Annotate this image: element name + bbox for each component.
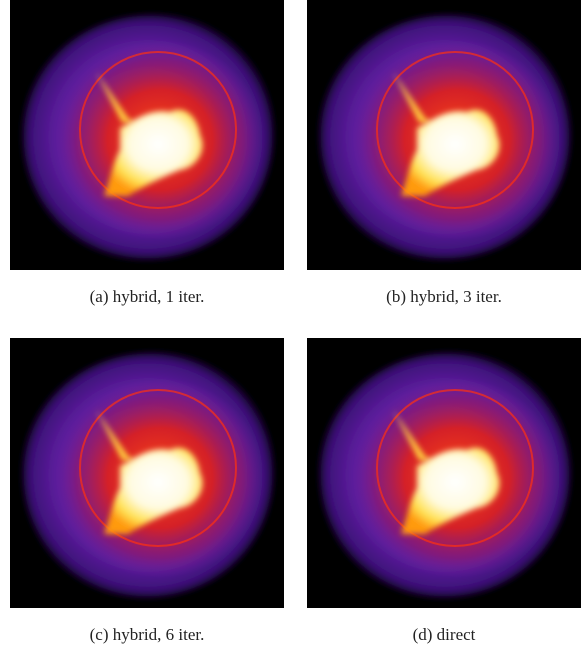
figure: (a) hybrid, 1 iter. (b) hybrid, 3 iter. (c… (0, 0, 587, 653)
reconstruction-image (307, 338, 581, 608)
panel: (c) hybrid, 6 iter. (10, 338, 284, 645)
caption: (d) direct (307, 625, 581, 645)
caption: (b) hybrid, 3 iter. (307, 287, 581, 307)
reconstruction-image (307, 0, 581, 270)
caption: (c) hybrid, 6 iter. (10, 625, 284, 645)
panel: (d) direct (307, 338, 581, 645)
caption: (a) hybrid, 1 iter. (10, 287, 284, 307)
reconstruction-image (10, 338, 284, 608)
reconstruction-image (10, 0, 284, 270)
panel: (a) hybrid, 1 iter. (10, 0, 284, 307)
panel: (b) hybrid, 3 iter. (307, 0, 581, 307)
